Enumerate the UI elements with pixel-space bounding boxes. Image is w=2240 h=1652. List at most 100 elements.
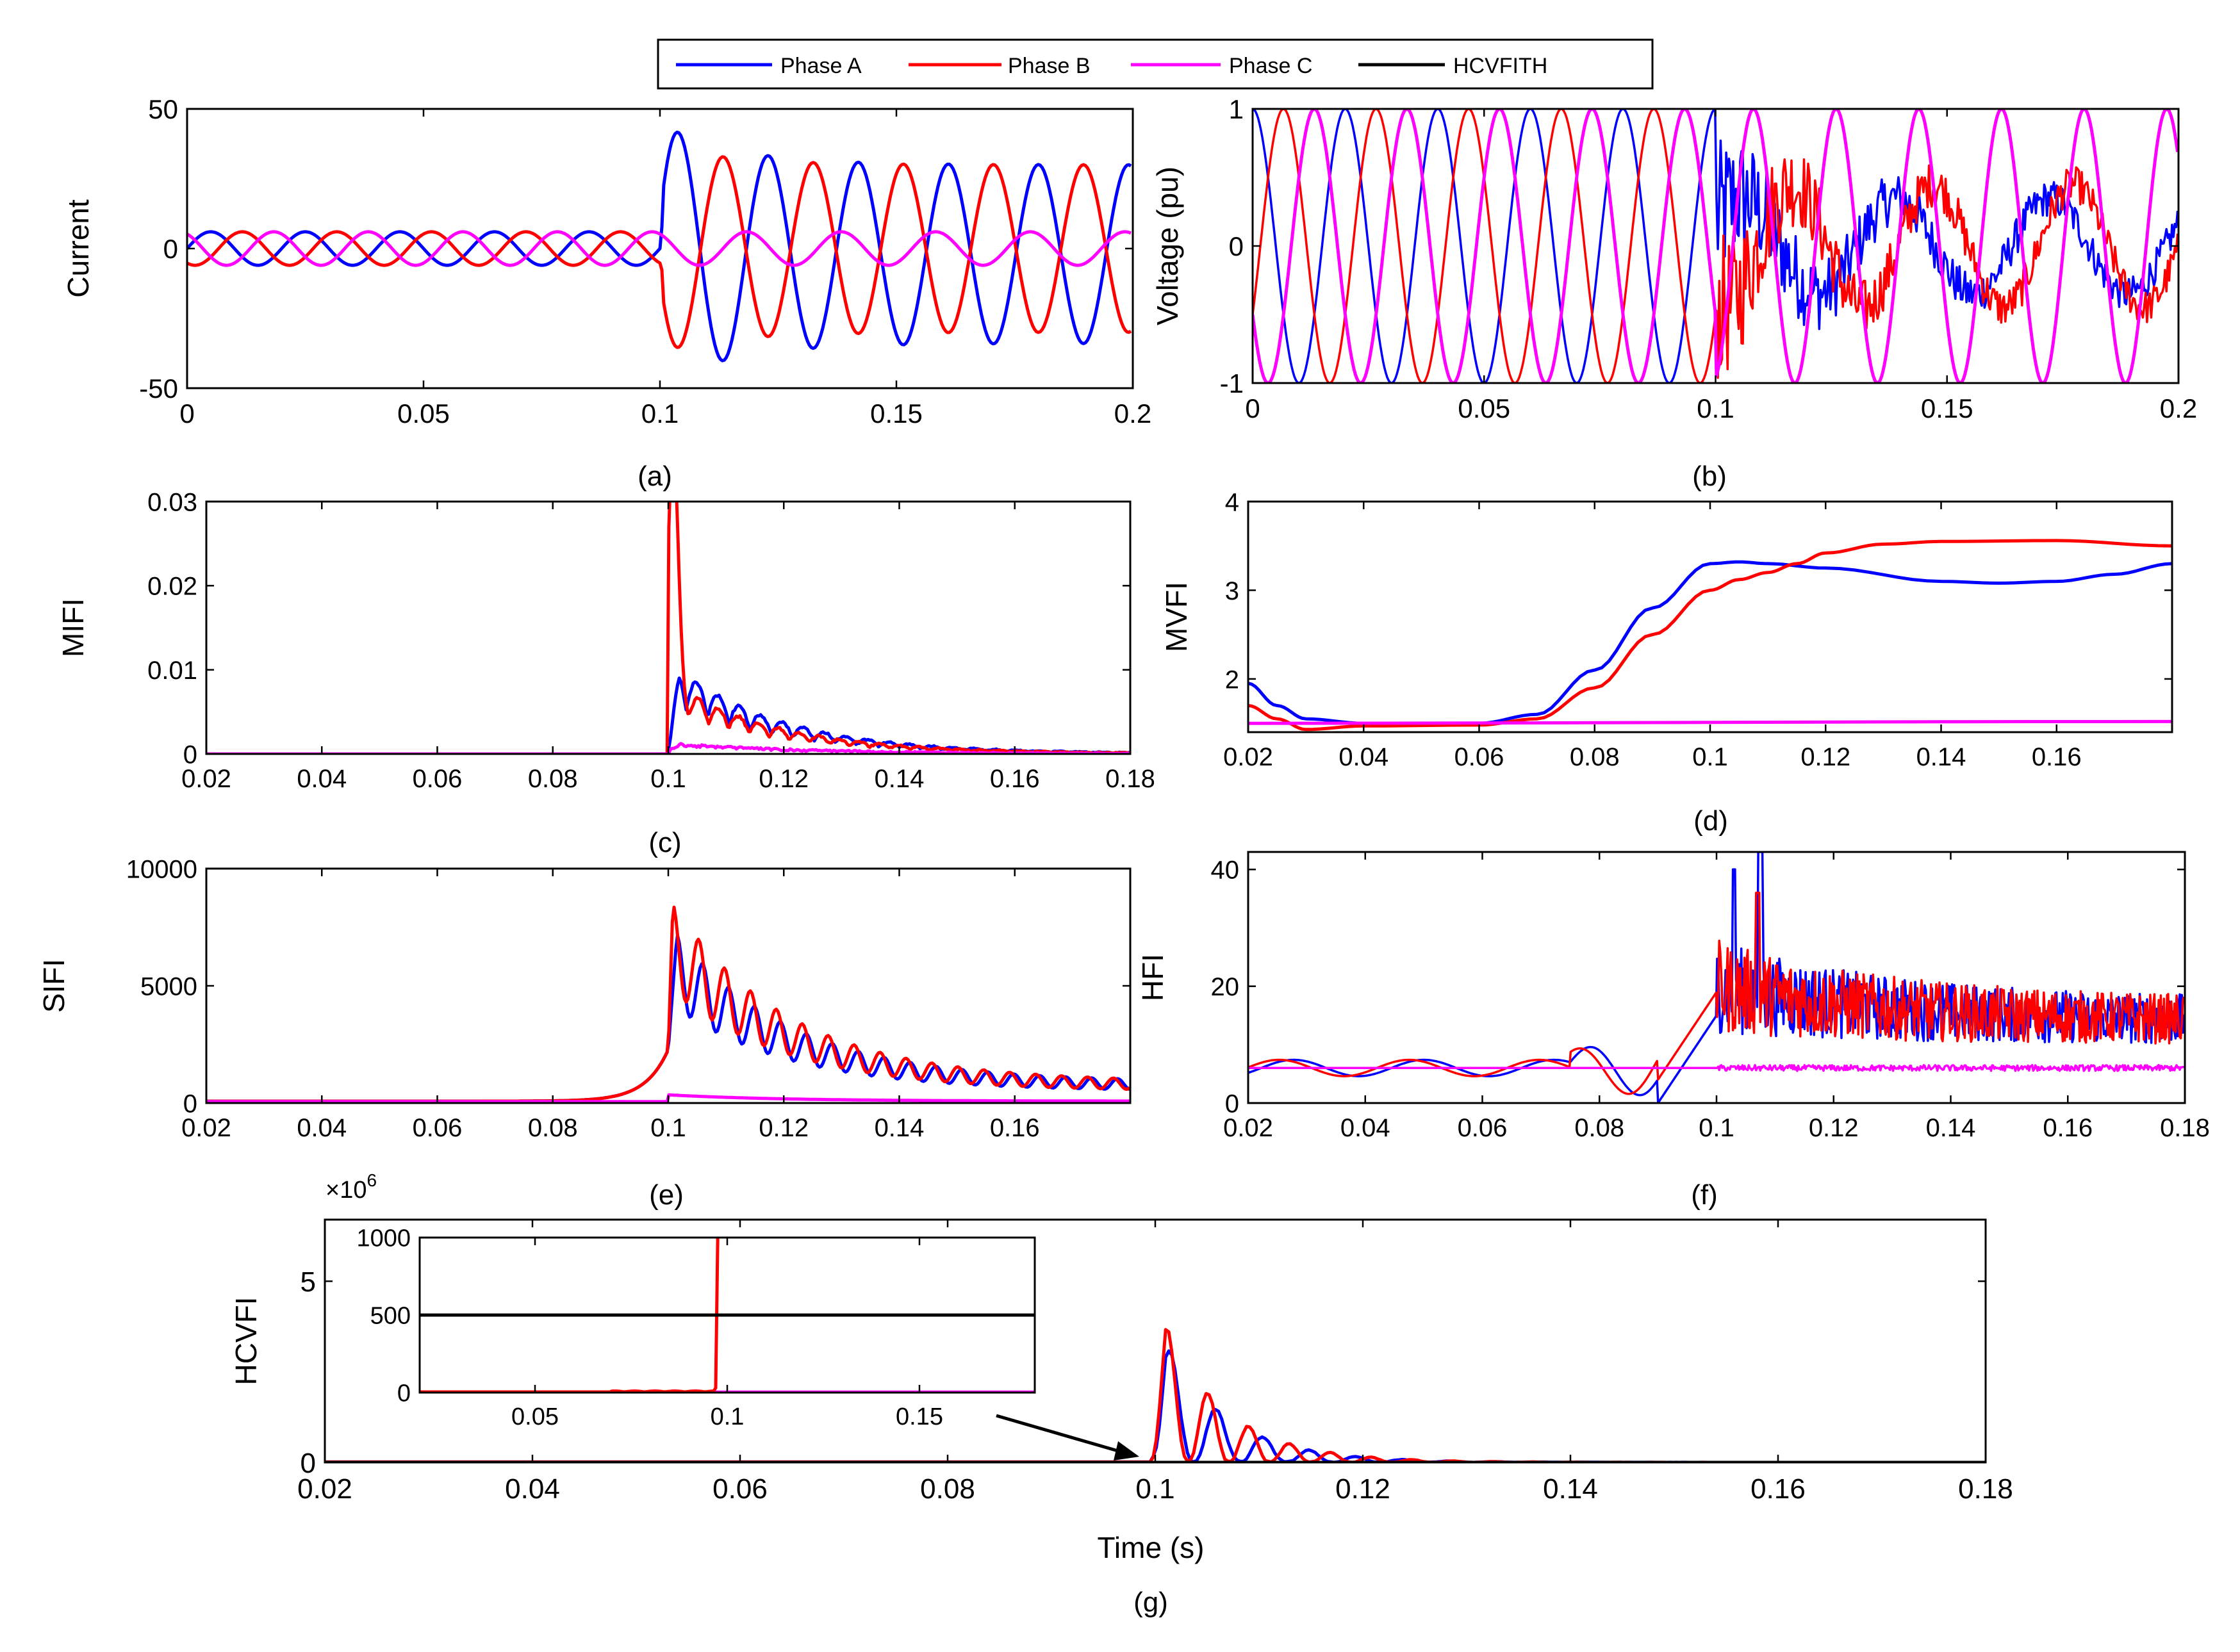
series-line-phase-b [206, 502, 1130, 754]
x-tick-label: 0.1 [1697, 393, 1734, 423]
panel-f-hfi: 0.02 0.04 0.06 0.08 0.1 0.12 0.14 0.16 0.18 0 20 40… [1136, 851, 2210, 1142]
inset-arrow-line [996, 1414, 1125, 1455]
x-tick-label: 0.02 [181, 1114, 231, 1142]
y-tick-label: -50 [139, 373, 178, 404]
panel-g-inset: 0.05 0.1 0.15 0 500 1000 [356, 1225, 1036, 1430]
series-line-phase-b [187, 155, 1132, 349]
x-tick-label: 0.18 [1958, 1473, 2013, 1505]
x-tick-label: 0.1 [641, 398, 679, 429]
x-tick-label: 0.05 [397, 398, 450, 429]
x-tick-label: 0.02 [297, 1473, 352, 1505]
y-tick-label: 5000 [140, 972, 197, 1001]
y-tick-label: 4 [1225, 488, 1239, 516]
x-tick-label: 0.12 [759, 1114, 809, 1142]
x-tick-label: 0.2 [1114, 398, 1151, 429]
y-tick-label: 0 [163, 234, 178, 264]
x-axis-title-g: Time (s) [1098, 1531, 1205, 1564]
x-tick-label: 0.12 [759, 765, 809, 793]
x-tick-label: 0.16 [990, 1114, 1040, 1142]
caption-d: (d) [1693, 805, 1728, 837]
x-tick-label: 0.08 [528, 765, 578, 793]
caption-g: (g) [1133, 1587, 1168, 1618]
x-tick-label: 0.16 [1750, 1473, 1806, 1505]
x-tick-label: 0.14 [1916, 743, 1966, 771]
series-line-phase-c [1248, 719, 2172, 725]
series-line-phase-b [1248, 892, 2185, 1095]
y-axis-title: MIFI [56, 598, 90, 657]
caption-b: (b) [1692, 461, 1727, 492]
x-tick-label: 0.02 [181, 765, 231, 793]
y-tick-label: 5 [301, 1266, 316, 1298]
legend-item-hcvfith: HCVFITH [1358, 54, 1547, 78]
x-tick-label: 0.02 [1223, 1114, 1273, 1142]
y-tick-label: 1 [1229, 94, 1244, 124]
panel-e-sifi: 0.02 0.04 0.06 0.08 0.1 0.12 0.14 0.16 0 5000 1000… [37, 855, 1132, 1142]
y-tick-label: 20 [1211, 973, 1240, 1001]
legend-label-hcvfith: HCVFITH [1453, 54, 1547, 78]
y-axis-title: Current [62, 199, 95, 298]
plot-area [1248, 502, 2172, 732]
y-exponent-label: ×106 [325, 1170, 377, 1204]
y-axis-title: MVFI [1160, 582, 1193, 652]
y-tick-label: 0.02 [147, 573, 197, 601]
inset-x-tick-label: 0.15 [896, 1403, 943, 1430]
x-tick-label: 0.04 [297, 1114, 347, 1142]
x-tick-label: 0.18 [1105, 765, 1155, 793]
x-tick-label: 0.15 [1921, 393, 1973, 423]
y-axis-title: SIFI [37, 959, 70, 1013]
y-axis-title: Voltage (pu) [1151, 167, 1184, 325]
y-axis-title: HCVFI [229, 1297, 263, 1386]
y-tick-label: 40 [1211, 856, 1240, 885]
x-tick-label: 0.04 [1340, 1114, 1390, 1142]
x-tick-label: 0.1 [650, 765, 686, 793]
x-tick-label: 0.08 [920, 1473, 975, 1505]
inset-y-tick-label: 0 [397, 1380, 411, 1407]
x-tick-label: 0.14 [1543, 1473, 1598, 1505]
panel-c-mifi: 0.02 0.04 0.06 0.08 0.1 0.12 0.14 0.16 0.18 0 0.01… [56, 488, 1155, 793]
plot-area [206, 869, 1130, 1103]
x-tick-label: 0 [179, 398, 194, 429]
x-tick-label: 0.06 [413, 1114, 463, 1142]
x-tick-label: 0.14 [875, 765, 925, 793]
x-tick-label: 0.04 [297, 765, 347, 793]
series-line-phase-b [1248, 539, 2172, 732]
x-tick-label: 0.15 [870, 398, 923, 429]
legend: Phase A Phase B Phase C HCVFITH [657, 38, 1654, 90]
legend-label-phase-a: Phase A [780, 54, 862, 78]
y-tick-label: 0.01 [147, 657, 197, 685]
y-axis-title: HFI [1136, 954, 1169, 1001]
x-tick-label: 0.1 [1135, 1473, 1174, 1505]
inset-y-tick-label: 1000 [356, 1225, 411, 1252]
x-tick-label: 0.12 [1800, 743, 1850, 771]
inset-y-tick-label: 500 [370, 1303, 411, 1330]
x-tick-label: 0.12 [1809, 1114, 1859, 1142]
y-tick-label: 0 [1229, 231, 1244, 261]
legend-item-phase-b: Phase B [909, 54, 1091, 78]
inset-x-tick-label: 0.1 [711, 1403, 745, 1430]
x-tick-label: 0.04 [505, 1473, 560, 1505]
y-tick-label: 0 [1225, 1090, 1239, 1118]
x-tick-label: 0.08 [1570, 743, 1620, 771]
y-tick-label: -1 [1220, 368, 1244, 398]
y-tick-label: 10000 [126, 855, 197, 883]
y-tick-label: 0 [183, 1090, 197, 1118]
x-tick-label: 0 [1245, 393, 1260, 423]
y-tick-label: 0.03 [147, 488, 197, 516]
x-tick-label: 0.06 [1454, 743, 1504, 771]
series-line-phase-c [1253, 109, 2178, 383]
x-tick-label: 0.04 [1338, 743, 1388, 771]
y-tick-label: 50 [148, 94, 178, 124]
y-tick-label: 0 [183, 740, 197, 769]
x-tick-label: 0.14 [875, 1114, 925, 1142]
inset-arrow [996, 1414, 1139, 1460]
x-tick-label: 0.16 [2032, 743, 2082, 771]
x-tick-label: 0.2 [2160, 393, 2197, 423]
series-line-phase-c [187, 230, 1132, 267]
x-tick-label: 0.1 [1699, 1114, 1734, 1142]
y-exponent-base: ×10 [325, 1177, 366, 1204]
x-tick-label: 0.12 [1335, 1473, 1390, 1505]
inset-x-tick-label: 0.05 [511, 1403, 559, 1430]
legend-label-phase-c: Phase C [1229, 54, 1312, 78]
